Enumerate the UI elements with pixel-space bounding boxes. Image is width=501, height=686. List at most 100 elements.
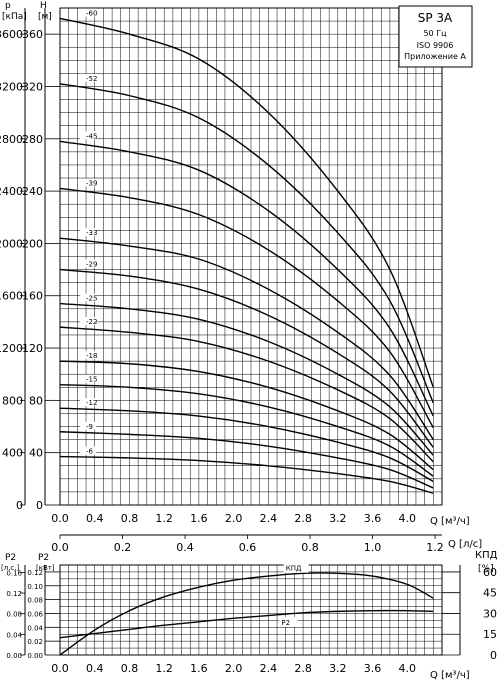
curve-stage-label: -29 <box>86 261 97 269</box>
h-tick-label: 280 <box>22 133 43 146</box>
head-curve <box>59 431 434 489</box>
head-curve <box>59 268 434 448</box>
appendix-label: Приложение А <box>404 52 466 61</box>
curve-label-bg <box>80 73 97 82</box>
kw-tick-label: 0.12 <box>27 569 43 577</box>
q-tick-label: 4.0 <box>399 512 417 525</box>
q-bottom-tick-label: 2.8 <box>294 662 312 675</box>
head-curve <box>59 187 434 429</box>
head-curve <box>59 83 434 404</box>
p-tick-label: 800 <box>2 394 23 407</box>
q-ls-tick-label: 0.8 <box>301 541 319 554</box>
eta-tick-label: 15 <box>483 628 497 641</box>
p2-kw-unit: [кВт] <box>36 564 55 572</box>
p-axis-unit: [кПа] <box>2 12 27 22</box>
q-ls-tick-label: 1.0 <box>364 541 382 554</box>
kw-tick-label: 0.00 <box>27 652 43 660</box>
head-curve <box>59 383 434 477</box>
p2-hp-label: P2 <box>5 553 16 563</box>
p-tick-label: 2400 <box>0 185 23 198</box>
model-title: SP 3A <box>418 11 453 25</box>
h-tick-label: 320 <box>22 80 43 93</box>
q-ls-tick-label: 0.2 <box>114 541 132 554</box>
hp-tick-label: 0.04 <box>6 631 22 639</box>
q-tick-label: 0.0 <box>51 512 69 525</box>
standard-label: ISO 9906 <box>417 41 454 50</box>
h-tick-label: 40 <box>29 447 43 460</box>
q-bottom-tick-label: 1.6 <box>190 662 208 675</box>
curve-stage-label: -12 <box>86 399 97 407</box>
curve-label-bg <box>80 446 97 455</box>
curve-stage-label: -15 <box>86 376 97 384</box>
eta-tick-label: 45 <box>483 587 497 600</box>
q-tick-label: 1.2 <box>155 512 173 525</box>
kw-tick-label: 0.02 <box>27 638 43 646</box>
curve-stage-label: -39 <box>86 179 97 187</box>
eta-tick-label: 60 <box>483 566 497 579</box>
q-bottom-tick-label: 0.0 <box>51 662 69 675</box>
curve-label-bg <box>80 351 97 360</box>
curve-stage-label: -45 <box>86 132 97 140</box>
q-tick-label: 2.8 <box>294 512 312 525</box>
q-ls-label: Q [л/с] <box>448 539 482 550</box>
series-label-bg <box>283 562 309 573</box>
head-curve <box>59 140 434 417</box>
p-tick-label: 2000 <box>0 237 23 250</box>
q-tick-label: 3.6 <box>364 512 382 525</box>
kw-tick-label: 0.04 <box>27 624 43 632</box>
h-tick-label: 360 <box>22 28 43 41</box>
p-tick-label: 1600 <box>0 290 23 303</box>
q-tick-label: 0.8 <box>121 512 139 525</box>
tick-labels: 0408012016020024028032036004008001200160… <box>0 28 497 675</box>
head-curve <box>59 455 434 494</box>
curve-stage-label: -33 <box>86 229 97 237</box>
p-tick-label: 2800 <box>0 133 23 146</box>
title-box: SP 3A 50 Гц ISO 9906 Приложение А <box>398 5 473 68</box>
q-tick-label: 1.6 <box>190 512 208 525</box>
h-tick-label: 80 <box>29 394 43 407</box>
q-tick-label: 2.4 <box>260 512 278 525</box>
series-label: P2 <box>281 619 290 627</box>
curve-stage-label: -6 <box>86 448 94 456</box>
power-curve <box>59 609 434 639</box>
h-tick-label: 120 <box>22 342 43 355</box>
kw-tick-label: 0.06 <box>27 610 43 618</box>
frequency-label: 50 Гц <box>423 29 447 38</box>
eta-tick-label: 30 <box>483 607 497 620</box>
p-tick-label: 3200 <box>0 80 23 93</box>
q-tick-label: 2.0 <box>225 512 243 525</box>
q-ls-tick-label: 1.2 <box>426 541 444 554</box>
curve-label-bg <box>80 228 97 237</box>
h-tick-label: 200 <box>22 237 43 250</box>
curve-stage-label: -60 <box>86 9 97 17</box>
curve-label-bg <box>80 293 97 302</box>
head-curve <box>59 237 434 440</box>
head-curve <box>59 302 434 456</box>
q-ls-tick-label: 0.6 <box>239 541 257 554</box>
p2-hp-unit: [л.с.] <box>1 564 20 572</box>
q-tick-label: 0.4 <box>86 512 104 525</box>
h-tick-label: 0 <box>36 499 43 512</box>
curve-label-bg <box>80 374 97 383</box>
head-curve <box>59 326 434 463</box>
curve-stage-label: -52 <box>86 75 97 83</box>
p-tick-label: 400 <box>2 447 23 460</box>
eta-axis-label: КПД <box>475 550 498 561</box>
series-label-bg <box>279 616 298 627</box>
hp-tick-label: 0.00 <box>6 652 22 660</box>
h-tick-label: 240 <box>22 185 43 198</box>
p-tick-label: 1200 <box>0 342 23 355</box>
q-ls-tick-label: 0.0 <box>51 541 69 554</box>
curve-stage-label: -9 <box>86 423 93 431</box>
title-box-frame <box>398 5 473 68</box>
q-bottom-tick-label: 2.4 <box>260 662 278 675</box>
h-tick-label: 160 <box>22 290 43 303</box>
q-m3h-bottom-label: Q [м³/ч] <box>430 670 470 681</box>
hp-tick-label: 0.12 <box>6 590 22 598</box>
q-bottom-tick-label: 1.2 <box>155 662 173 675</box>
h-axis-unit: [м] <box>38 12 52 22</box>
efficiency-curve <box>59 572 434 656</box>
curve-label-bg <box>80 398 97 407</box>
